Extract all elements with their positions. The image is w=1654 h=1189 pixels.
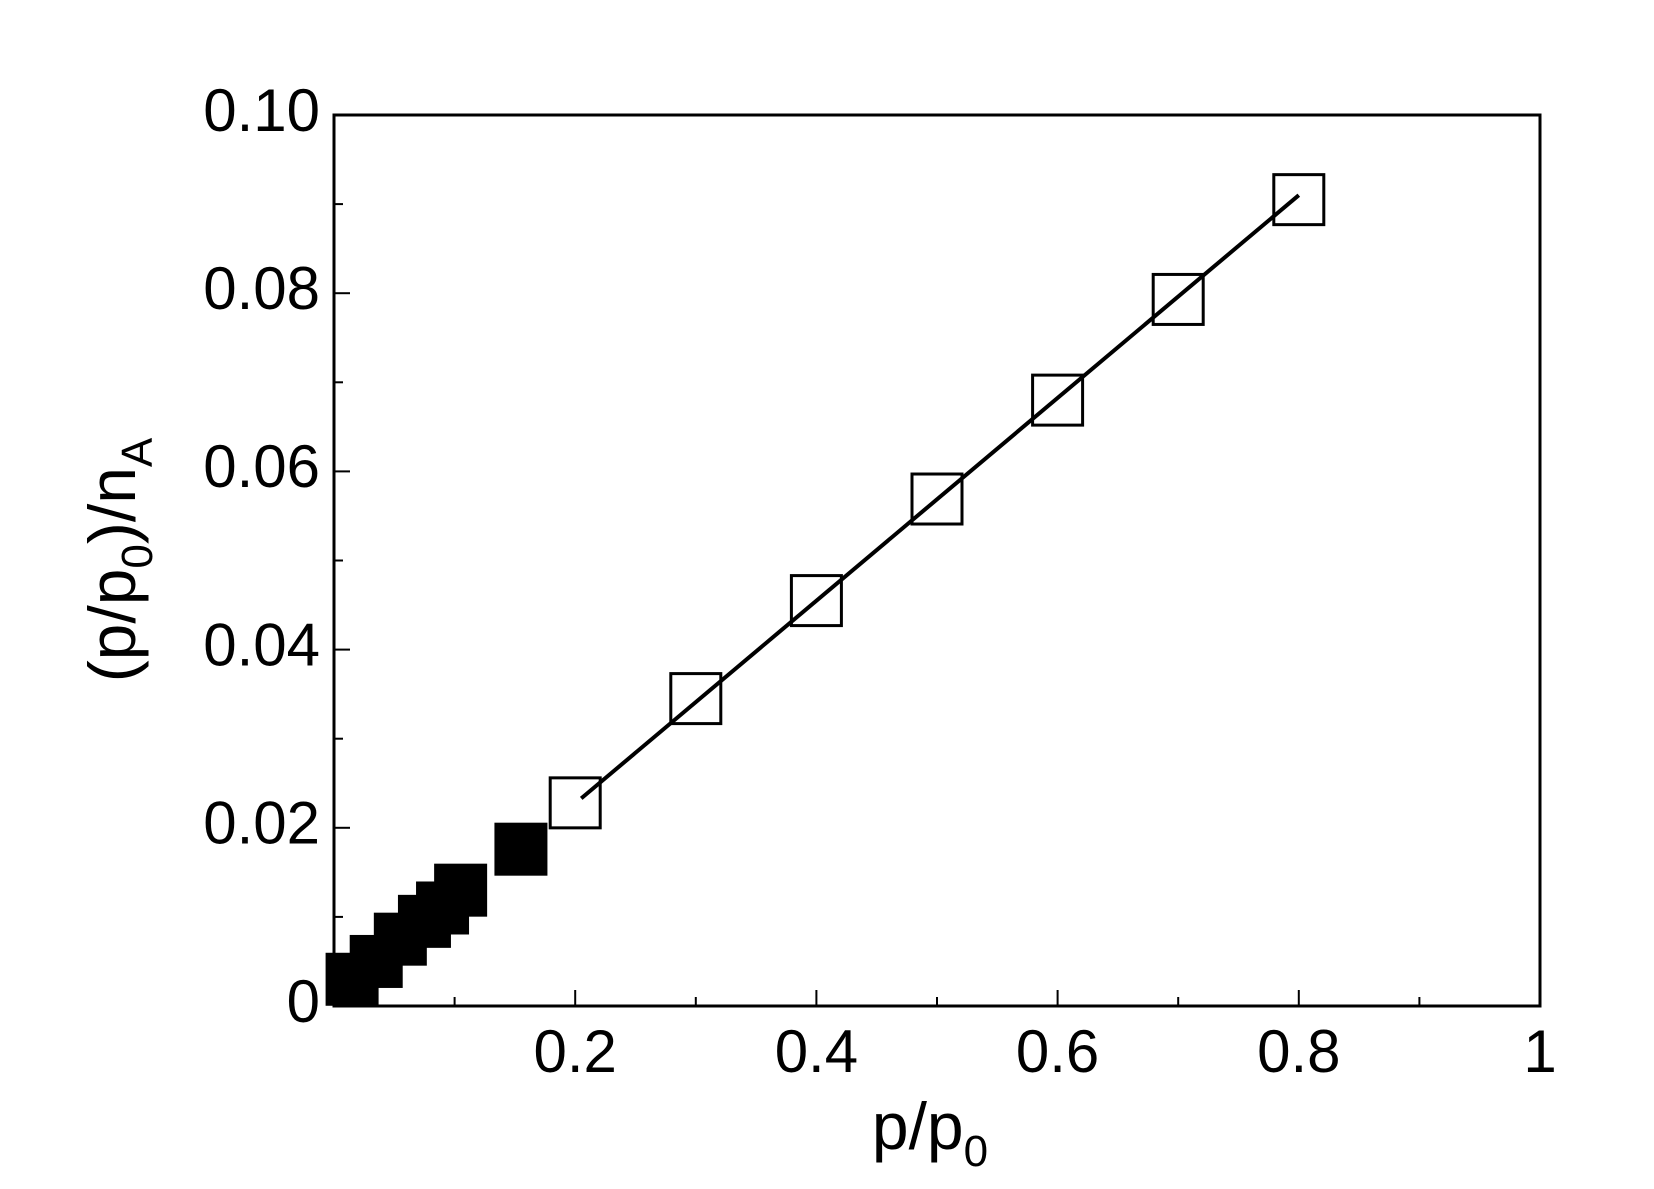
y-label-sub: A [113, 437, 162, 467]
marker [494, 822, 548, 876]
y-label-part: )/n [75, 467, 149, 544]
y-tick-label: 0.06 [203, 433, 320, 500]
y-tick-label: 0.08 [203, 255, 320, 322]
marker [910, 472, 964, 526]
x-tick-label: 0.2 [533, 1018, 616, 1085]
y-label-sub: 0 [113, 544, 162, 568]
y-tick-label: 0.02 [203, 790, 320, 857]
marker [1151, 272, 1205, 326]
x-label-main: p/p [872, 1089, 964, 1163]
y-axis-label: (p/p0)/nA [75, 437, 161, 682]
y-tick-label: 0 [287, 968, 320, 1035]
marker [548, 776, 602, 830]
fit-line [579, 193, 1301, 800]
x-tick-label: 0.4 [775, 1018, 858, 1085]
marker [1272, 173, 1326, 227]
marker [789, 574, 843, 628]
y-label-part: (p/p [75, 569, 149, 683]
x-axis-label: p/p0 [872, 1089, 988, 1175]
y-tick-label: 0.04 [203, 611, 320, 678]
marker [669, 672, 723, 726]
x-tick-label: 0.8 [1257, 1018, 1340, 1085]
x-tick-label: 1 [1523, 1018, 1556, 1085]
x-label-sub: 0 [964, 1127, 988, 1176]
marker [434, 863, 488, 917]
x-tick-label: 0.6 [1016, 1018, 1099, 1085]
y-tick-label: 0.10 [203, 77, 320, 144]
marker [1031, 373, 1085, 427]
